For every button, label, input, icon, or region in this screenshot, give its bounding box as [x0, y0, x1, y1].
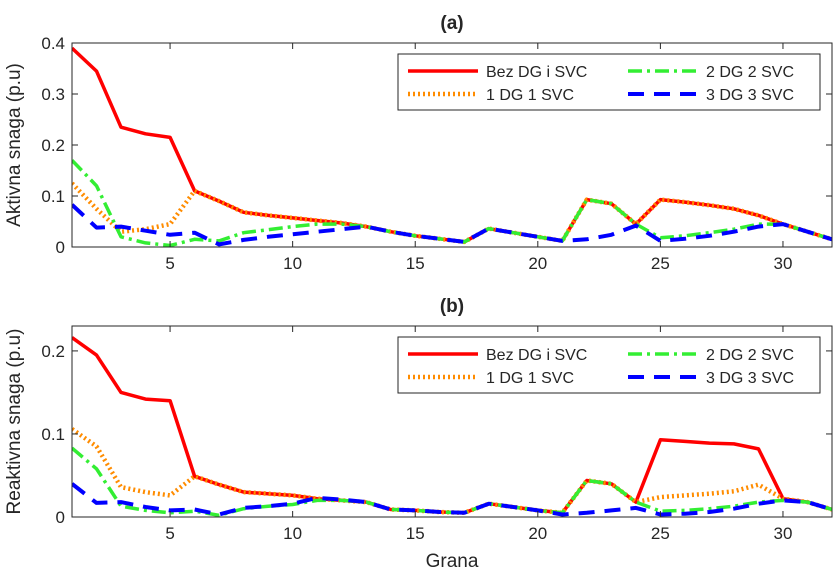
- series-group: [72, 336, 832, 517]
- series-group: [72, 46, 832, 247]
- series-line-2-dg-2-svc: [72, 159, 832, 247]
- y-tick-label: 0.2: [41, 342, 65, 361]
- x-tick-label: 15: [406, 254, 425, 273]
- legend-label: 3 DG 3 SVC: [706, 87, 794, 104]
- y-tick-label: 0.1: [41, 187, 65, 206]
- legend: Bez DG i SVC 2 DG 2 SVC 1 DG 1 SVC 3 DG 3 S…: [397, 336, 821, 394]
- legend-box: [397, 336, 821, 394]
- axes-frame: [71, 325, 833, 518]
- chart-title: (b): [440, 296, 464, 317]
- x-axis-label: Grana: [426, 551, 479, 572]
- y-tick-label: 0.2: [41, 136, 65, 155]
- legend: Bez DG i SVC 2 DG 2 SVC 1 DG 1 SVC 3 DG 3 S…: [397, 53, 821, 111]
- legend-label: Bez DG i SVC: [486, 64, 587, 81]
- x-tick-label: 15: [406, 524, 425, 543]
- x-tick-label: 10: [283, 254, 302, 273]
- x-tick-label: 30: [774, 254, 793, 273]
- chart-panel-a: 5 10 15 20 25 30 0 0.1 0.2 0.3 0.4 (a) Aktivna snaga…: [4, 13, 833, 273]
- y-tick-label: 0.1: [41, 425, 65, 444]
- x-tick-label: 5: [165, 254, 174, 273]
- y-axis-label: Reaktivna snaga (p.u): [4, 329, 25, 515]
- legend-label: 1 DG 1 SVC: [486, 87, 574, 104]
- y-axis-label: Aktivna snaga (p.u): [4, 63, 25, 227]
- x-tick-label: 10: [283, 524, 302, 543]
- x-tick-label: 20: [528, 254, 547, 273]
- x-tick-label: 25: [651, 524, 670, 543]
- y-tick-label: 0: [56, 508, 65, 527]
- y-tick-label: 0.3: [41, 85, 65, 104]
- legend-box: [397, 53, 821, 111]
- series-line-3-dg-3-svc: [72, 482, 832, 517]
- legend-label: 2 DG 2 SVC: [706, 64, 794, 81]
- chart-panel-b: 5 10 15 20 25 30 0 0.1 0.2 (b) Reaktivna snaga (p.…: [4, 296, 833, 572]
- x-tick-label: 30: [774, 524, 793, 543]
- legend-label: 3 DG 3 SVC: [706, 370, 794, 387]
- x-tick-label: 5: [165, 524, 174, 543]
- y-tick-label: 0: [56, 238, 65, 257]
- x-tick-label: 25: [651, 254, 670, 273]
- legend-label: 1 DG 1 SVC: [486, 370, 574, 387]
- y-tick-label: 0.4: [41, 34, 65, 53]
- legend-label: Bez DG i SVC: [486, 347, 587, 364]
- legend-label: 2 DG 2 SVC: [706, 347, 794, 364]
- chart-title: (a): [440, 13, 463, 34]
- series-line-3-dg-3-svc: [72, 203, 832, 247]
- x-tick-label: 20: [528, 524, 547, 543]
